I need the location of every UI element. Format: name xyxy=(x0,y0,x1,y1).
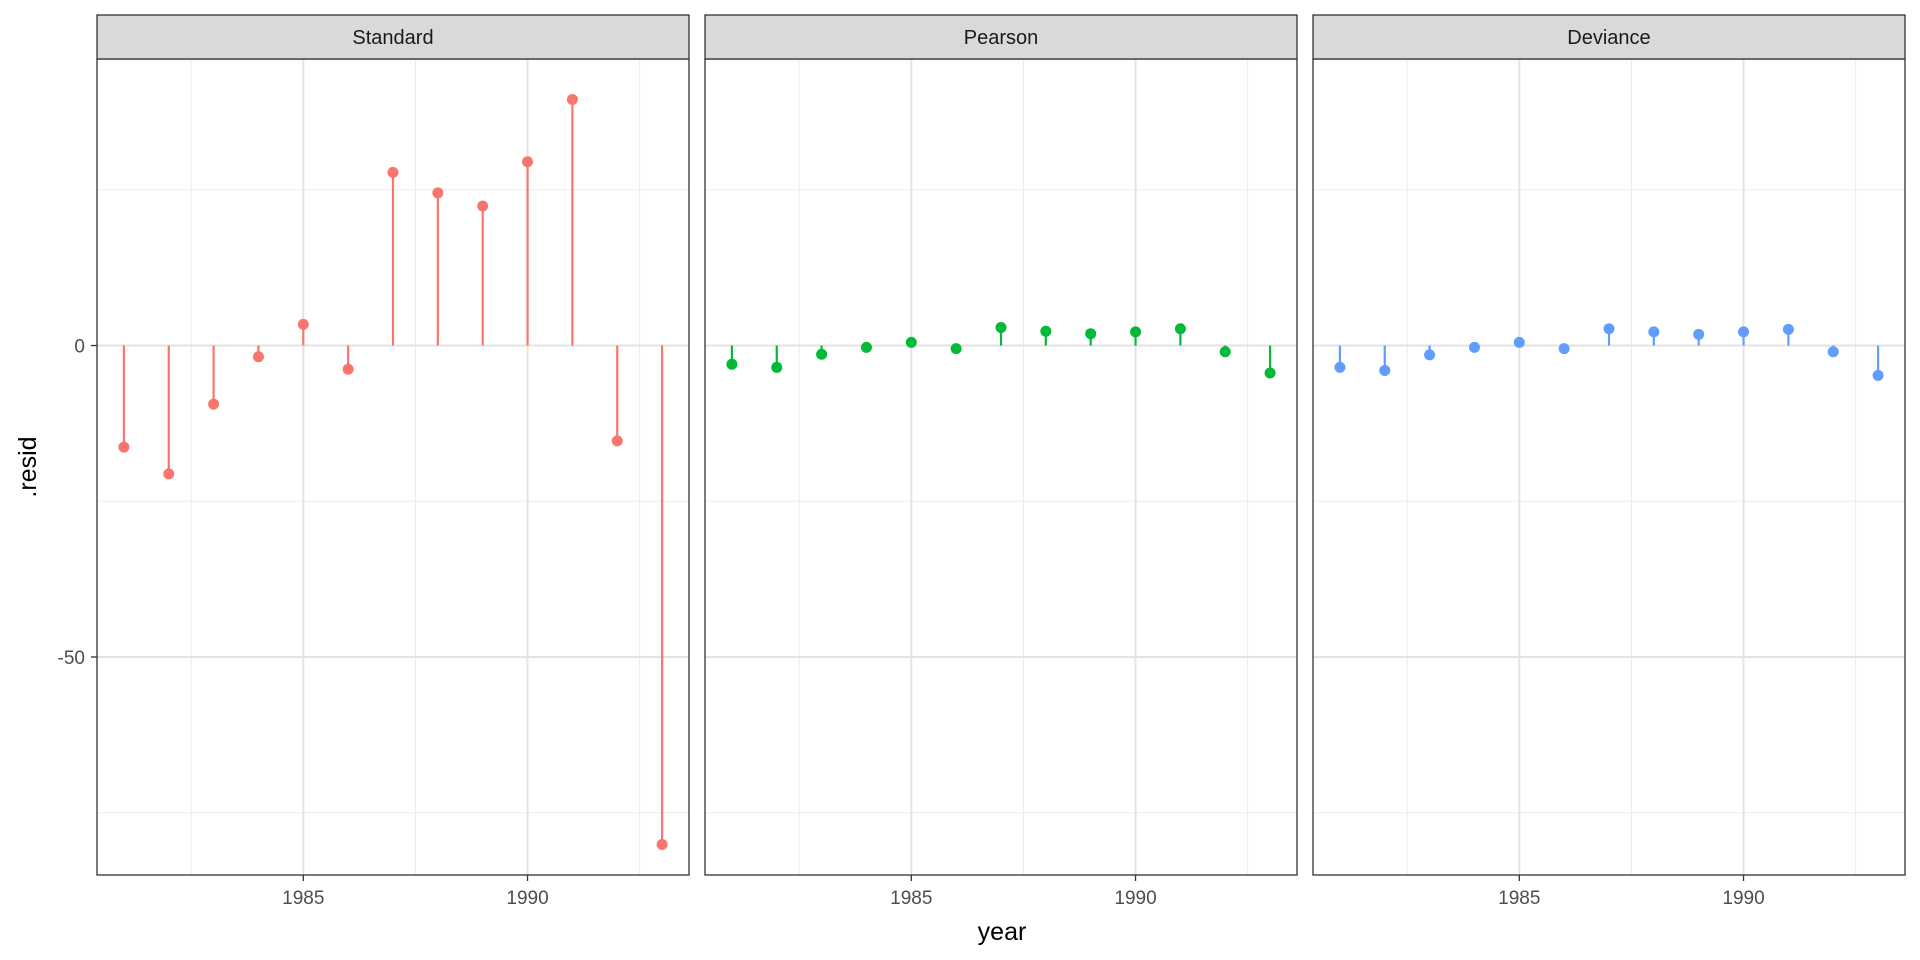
facet-strip-label: Standard xyxy=(352,27,433,49)
residual-point xyxy=(342,363,354,375)
residual-point xyxy=(1219,346,1231,358)
residual-point xyxy=(432,187,444,199)
panel-background xyxy=(705,59,1297,875)
residual-point xyxy=(208,398,220,410)
residual-point xyxy=(1738,326,1750,338)
residual-point xyxy=(1468,341,1480,353)
facet-strip xyxy=(704,14,1298,60)
residual-point xyxy=(1648,326,1660,338)
facet-panel-standard: Standard 1985 1990 xyxy=(96,14,690,909)
facet-strip xyxy=(96,14,690,60)
residual-point xyxy=(1827,346,1839,358)
x-axis-title: year xyxy=(978,918,1027,946)
residual-point xyxy=(816,348,828,360)
residual-point xyxy=(163,468,175,480)
residual-point xyxy=(1379,364,1391,376)
residual-point xyxy=(1603,323,1615,335)
residual-point xyxy=(905,336,917,348)
y-tick-label: 0 xyxy=(74,337,85,358)
x-tick-label: 1985 xyxy=(1498,888,1540,909)
x-tick-label: 1990 xyxy=(1114,888,1156,909)
residual-point xyxy=(1264,367,1276,379)
residual-point xyxy=(1130,326,1142,338)
residual-point xyxy=(566,93,578,105)
x-tick-label: 1985 xyxy=(282,888,324,909)
residual-point xyxy=(297,318,309,330)
residual-point xyxy=(950,343,962,355)
residual-point xyxy=(656,838,668,850)
residual-point xyxy=(1693,328,1705,340)
residual-point xyxy=(1558,343,1570,355)
y-tick-label: -50 xyxy=(58,648,85,669)
x-tick-label: 1990 xyxy=(506,888,548,909)
residual-point xyxy=(1424,349,1436,361)
residual-point xyxy=(860,341,872,353)
residual-point xyxy=(1040,325,1052,337)
facet-strip-label: Deviance xyxy=(1567,27,1650,49)
residual-point xyxy=(522,156,534,168)
y-axis-title: .resid xyxy=(14,436,42,497)
residual-point xyxy=(252,351,264,363)
residual-point xyxy=(771,361,783,373)
facet-strip xyxy=(1312,14,1906,60)
residual-point xyxy=(1174,323,1186,335)
residual-point xyxy=(995,321,1007,333)
facet-panel-pearson: Pearson 1985 1990 xyxy=(704,14,1298,909)
residual-point xyxy=(1334,361,1346,373)
x-tick-label: 1985 xyxy=(890,888,932,909)
residual-point xyxy=(726,358,738,370)
residual-point xyxy=(477,200,489,212)
residual-point xyxy=(118,441,130,453)
facet-strip-label: Pearson xyxy=(964,27,1039,49)
residual-point xyxy=(387,166,399,178)
residual-point xyxy=(1872,369,1884,381)
residual-point xyxy=(1085,328,1097,340)
x-tick-label: 1990 xyxy=(1722,888,1764,909)
facet-panel-deviance: Deviance 1985 1990 xyxy=(1312,14,1906,909)
panel-background xyxy=(1313,59,1905,875)
residual-point xyxy=(1513,336,1525,348)
residual-point xyxy=(1782,323,1794,335)
residual-point xyxy=(611,435,623,447)
facet-panels: Standard 1985 1990 Pearson 1985 1990 Deviance 1… xyxy=(58,14,1906,909)
